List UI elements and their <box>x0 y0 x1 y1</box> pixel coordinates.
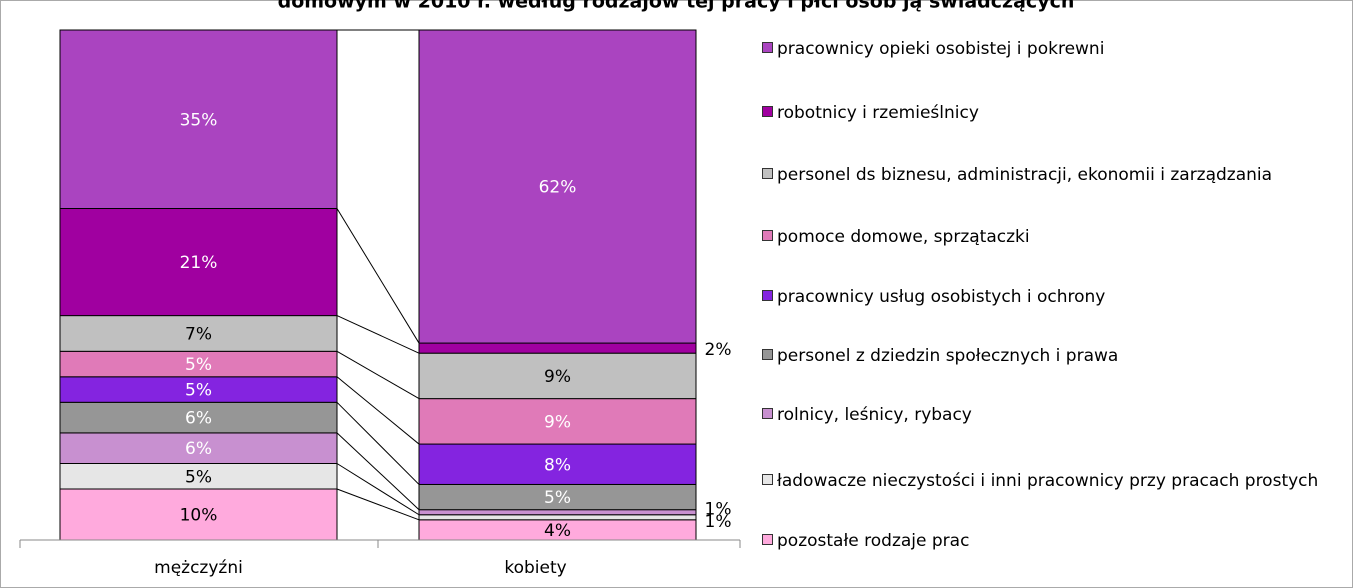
connector-line <box>336 315 420 354</box>
legend-item: robotnicy i rzemieślnicy <box>762 102 1322 124</box>
bar-segment <box>418 509 697 516</box>
connector-line <box>336 432 420 511</box>
legend-item: pracownicy usług osobistych i ochrony <box>762 286 1322 308</box>
legend-swatch <box>762 106 773 117</box>
bar-segment <box>59 350 338 378</box>
legend-label: pomoce domowe, sprzątaczki <box>777 227 1030 247</box>
legend-label: robotnicy i rzemieślnicy <box>777 103 979 123</box>
bar-segment <box>59 401 338 434</box>
data-label: 1% <box>705 512 732 532</box>
data-label: 21% <box>180 253 218 273</box>
legend-item: ładowacze nieczystości i inni pracownicy… <box>762 470 1322 492</box>
data-label: 5% <box>544 488 571 508</box>
legend-label: personel ds biznesu, administracji, ekon… <box>777 165 1273 185</box>
legend-label: rolnicy, leśnicy, rybacy <box>777 405 972 425</box>
bar-segment <box>59 376 338 403</box>
data-label: 9% <box>544 412 571 432</box>
bar-segment <box>59 488 338 541</box>
legend-swatch <box>762 534 773 545</box>
bar-segment <box>59 432 338 464</box>
bar-segment <box>59 208 338 317</box>
data-label: 6% <box>185 409 212 429</box>
legend-item: personel z dziedzin społecznych i prawa <box>762 345 1322 367</box>
legend-swatch <box>762 349 773 360</box>
data-label: 1% <box>705 499 732 519</box>
connector-line <box>336 488 420 521</box>
legend-item: rolnicy, leśnicy, rybacy <box>762 404 1322 426</box>
x-tick-label: kobiety <box>504 558 566 578</box>
bar-segment <box>418 29 697 344</box>
data-label: 6% <box>185 439 212 459</box>
connector-line <box>336 208 420 344</box>
bar-segment <box>418 342 697 354</box>
legend-label: ładowacze nieczystości i inni pracownicy… <box>777 471 1319 491</box>
legend-item: pracownicy opieki osobistej i pokrewni <box>762 38 1322 60</box>
legend-item: pomoce domowe, sprzątaczki <box>762 226 1322 248</box>
data-label: 5% <box>185 355 212 375</box>
legend-swatch <box>762 42 773 53</box>
data-label: 9% <box>544 367 571 387</box>
connector-line <box>336 350 420 400</box>
bar-segment <box>59 29 338 209</box>
connector-line <box>336 401 420 485</box>
bar-segment <box>418 352 697 400</box>
chart-title: domowym w 2010 r. według rodzajów tej pr… <box>278 0 1075 13</box>
data-label: 35% <box>180 110 218 130</box>
data-label: 2% <box>705 340 732 360</box>
legend-label: pracownicy opieki osobistej i pokrewni <box>777 39 1105 59</box>
legend-swatch <box>762 290 773 301</box>
data-label: 5% <box>185 381 212 401</box>
bar-segment <box>59 315 338 352</box>
bar-segment <box>59 463 338 490</box>
legend-swatch <box>762 168 773 179</box>
connector-line <box>336 463 420 516</box>
legend-swatch <box>762 408 773 419</box>
data-label: 5% <box>185 467 212 487</box>
x-tick-label: mężczyźni <box>154 558 243 578</box>
legend-label: pracownicy usług osobistych i ochrony <box>777 287 1106 307</box>
legend-swatch <box>762 474 773 485</box>
legend-label: pozostałe rodzaje prac <box>777 531 970 551</box>
legend-item: pozostałe rodzaje prac <box>762 530 1322 552</box>
data-label: 10% <box>180 506 218 526</box>
data-label: 7% <box>185 324 212 344</box>
data-label: 62% <box>539 178 577 198</box>
data-label: 4% <box>544 521 571 541</box>
bar-segment <box>418 483 697 511</box>
legend-label: personel z dziedzin społecznych i prawa <box>777 346 1119 366</box>
bar-segment <box>418 514 697 521</box>
connector-line <box>336 376 420 445</box>
legend-item: personel ds biznesu, administracji, ekon… <box>762 164 1322 186</box>
bar-segment <box>418 443 697 485</box>
legend-swatch <box>762 230 773 241</box>
data-label: 8% <box>544 455 571 475</box>
